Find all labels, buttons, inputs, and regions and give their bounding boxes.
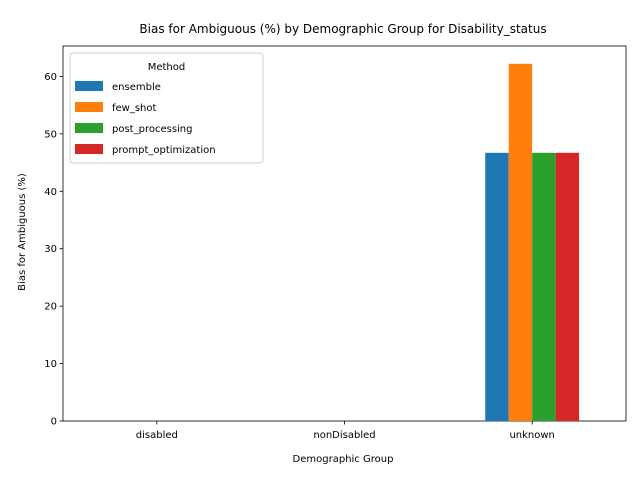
- y-tick-label: 10: [44, 359, 57, 370]
- legend-box: [69, 52, 264, 164]
- x-axis: disabled nonDisabled unknown: [136, 421, 555, 441]
- legend-label-ensemble: ensemble: [112, 82, 161, 93]
- bar-ensemble-unknown: [485, 152, 509, 421]
- y-tick-label: 50: [44, 129, 57, 140]
- legend-swatch-ensemble: [75, 81, 103, 91]
- x-tick-label-unknown: unknown: [509, 430, 554, 441]
- legend-label-post_processing: post_processing: [112, 124, 193, 135]
- legend: Method ensemble few_shot post_processingpro…: [69, 52, 264, 164]
- legend-label-few_shot: few_shot: [112, 103, 157, 114]
- chart-title: Bias for Ambiguous (%) by Demographic Gr…: [139, 22, 546, 36]
- bar-prompt_optimization-unknown: [555, 152, 580, 421]
- y-axis: 0 10 20 30 40 50 60: [44, 72, 63, 428]
- legend-title: Method: [148, 62, 186, 73]
- y-tick-label: 30: [44, 244, 57, 255]
- bars-group: [485, 63, 580, 421]
- legend-swatch-post_processing: [75, 123, 103, 133]
- legend-swatch-prompt_optimization: [75, 144, 103, 154]
- y-axis-title: Bias for Ambiguous (%): [17, 173, 28, 291]
- y-tick-label: 0: [51, 417, 57, 428]
- y-tick-label: 20: [44, 302, 57, 313]
- x-axis-title: Demographic Group: [293, 454, 394, 465]
- y-tick-label: 60: [44, 72, 57, 83]
- x-tick-label-nonDisabled: nonDisabled: [313, 430, 375, 441]
- legend-label-prompt_optimization: prompt_optimization: [112, 145, 216, 156]
- x-tick-label-disabled: disabled: [136, 430, 178, 441]
- y-tick-label: 40: [44, 187, 57, 198]
- bar-few_shot-unknown: [508, 63, 533, 421]
- legend-swatch-few_shot: [75, 102, 103, 112]
- bar-post_processing-unknown: [532, 152, 556, 421]
